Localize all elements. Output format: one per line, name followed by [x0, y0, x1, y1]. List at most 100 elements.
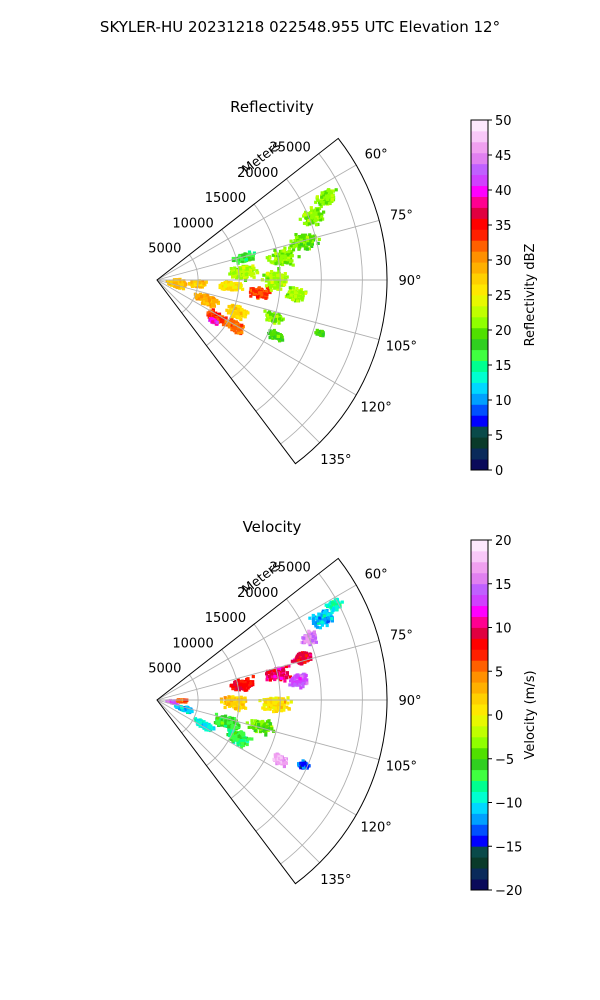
- echo-pixel: [280, 318, 284, 322]
- echo-pixel: [230, 288, 234, 292]
- echo-pixel: [236, 743, 240, 747]
- echo-pixel: [233, 706, 237, 711]
- echo-pixel: [263, 292, 267, 296]
- echo-pixel: [174, 283, 178, 288]
- echo-pixel: [314, 624, 318, 628]
- colorbar-segment: [471, 879, 488, 891]
- range-ring: [230, 623, 281, 799]
- colorbar-segment: [471, 196, 488, 208]
- colorbar-tick-label: 20: [495, 534, 512, 549]
- echo-pixel: [244, 272, 248, 276]
- echo-pixel: [301, 240, 305, 244]
- echo-pixel: [290, 259, 294, 263]
- echo-pixel: [249, 681, 253, 685]
- colorbar-tick-label: 10: [495, 394, 512, 409]
- echo-pixel: [308, 616, 312, 620]
- echo-pixel: [270, 270, 274, 274]
- echo-pixel: [264, 733, 268, 737]
- echo-pixel: [273, 254, 277, 258]
- echo-pixel: [236, 740, 240, 745]
- echo-pixel: [291, 263, 295, 267]
- echo-pixel: [219, 716, 223, 720]
- azimuth-tick-label: 135°: [320, 873, 351, 888]
- echo-pixel: [281, 262, 285, 267]
- echo-pixel: [266, 277, 270, 281]
- echo-pixel: [261, 706, 265, 710]
- echo-pixel: [279, 283, 283, 287]
- echo-pixel: [273, 318, 277, 322]
- echo-pixel: [242, 705, 246, 709]
- range-ring: [181, 674, 199, 734]
- echo-pixel: [220, 718, 224, 722]
- echo-pixel: [277, 313, 281, 317]
- sector-frame: [156, 137, 388, 465]
- echo-pixel: [265, 725, 269, 729]
- colorbar-tick-label: 30: [495, 254, 512, 269]
- echo-pixel: [233, 721, 237, 725]
- echo-pixel: [241, 738, 245, 742]
- echo-pixel: [250, 274, 254, 278]
- echo-pixel: [295, 683, 299, 687]
- echo-pixel: [300, 296, 304, 300]
- echo-pixel: [233, 285, 238, 289]
- echo-pixel: [320, 330, 324, 334]
- echo-pixel: [280, 762, 284, 766]
- echo-pixel: [242, 731, 246, 735]
- echo-pixel: [320, 212, 324, 216]
- echo-pixel: [271, 253, 275, 257]
- echo-pixel: [286, 696, 290, 700]
- echo-pixel: [273, 321, 277, 325]
- echo-pixel: [320, 623, 324, 627]
- echo-pixel: [291, 677, 295, 681]
- echo-pixel: [187, 709, 191, 713]
- echo-pixel: [296, 292, 300, 296]
- colorbar-tick-label: 0: [495, 709, 503, 724]
- echo-pixel: [238, 267, 242, 271]
- echo-pixel: [303, 242, 307, 247]
- echo-pixel: [239, 311, 243, 315]
- echo-pixel: [218, 285, 222, 290]
- echo-pixel: [282, 700, 286, 704]
- echo-pixel: [227, 728, 231, 732]
- echo-pixel: [302, 636, 306, 640]
- echo-pixel: [300, 662, 304, 666]
- echo-pixel: [223, 286, 227, 290]
- echo-pixel: [245, 688, 249, 692]
- echo-pixel: [297, 240, 301, 245]
- echo-pixel: [274, 281, 278, 285]
- echo-pixel: [255, 725, 259, 729]
- echo-pixel: [316, 619, 320, 623]
- echo-pixel: [209, 724, 213, 728]
- echo-pixel: [227, 702, 231, 706]
- echo-pixel: [240, 330, 244, 335]
- colorbar-segment: [471, 316, 488, 329]
- echo-pixel: [277, 321, 281, 325]
- echo-pixel: [181, 287, 186, 291]
- echo-pixel: [220, 319, 224, 323]
- echo-pixel: [271, 706, 275, 710]
- echo-pixel: [234, 734, 238, 738]
- echo-pixel: [224, 721, 228, 725]
- echo-pixel: [280, 700, 284, 704]
- echo-pixel: [238, 259, 242, 263]
- echo-pixel: [284, 664, 288, 669]
- echo-pixel: [279, 705, 283, 709]
- echo-pixel: [202, 298, 206, 302]
- echo-pixel: [250, 722, 254, 726]
- echo-pixel: [320, 191, 325, 195]
- echo-pixel: [272, 671, 276, 675]
- echo-pixel: [269, 700, 273, 704]
- echo-pixel: [281, 666, 285, 670]
- echo-pixel: [267, 670, 271, 675]
- colorbar-segment: [471, 218, 488, 230]
- echo-pixel: [268, 315, 272, 319]
- echo-pixel: [309, 243, 313, 247]
- echo-pixel: [282, 764, 286, 769]
- echo-pixel: [291, 682, 295, 686]
- echo-pixel: [237, 275, 241, 279]
- echo-pixel: [192, 279, 196, 283]
- echo-pixel: [276, 287, 280, 291]
- echo-pixel: [289, 288, 293, 292]
- echo-pixel: [322, 193, 326, 197]
- echo-pixel: [270, 280, 274, 284]
